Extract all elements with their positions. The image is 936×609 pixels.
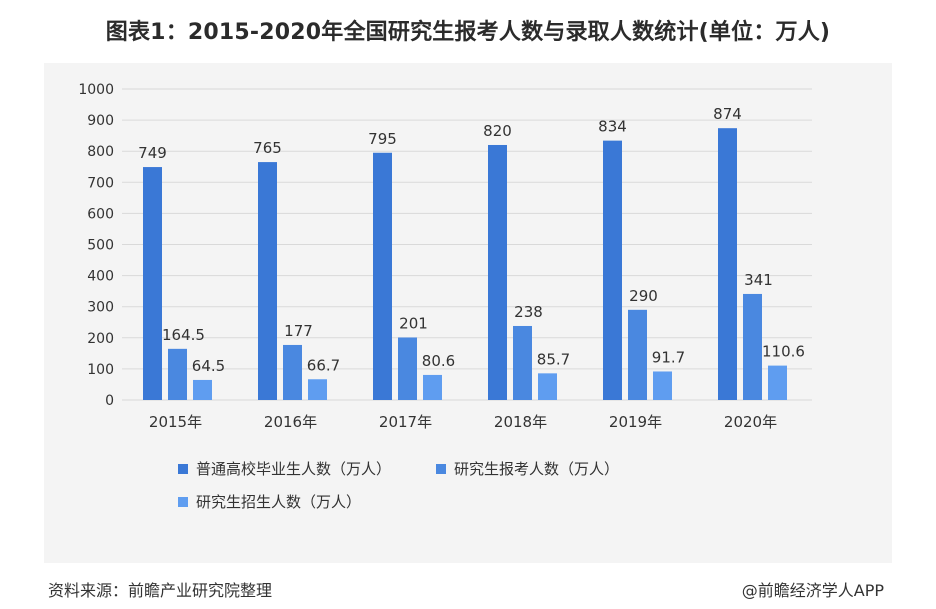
x-tick-label: 2016年 bbox=[264, 413, 317, 431]
x-tick-label: 2017年 bbox=[379, 413, 432, 431]
data-label: 164.5 bbox=[162, 326, 205, 344]
bar bbox=[743, 293, 762, 400]
data-label: 765 bbox=[253, 139, 282, 157]
bar bbox=[423, 374, 442, 400]
bar bbox=[308, 379, 327, 400]
data-label: 201 bbox=[399, 314, 428, 332]
bar bbox=[373, 152, 392, 400]
data-label: 795 bbox=[368, 130, 397, 148]
data-label: 66.7 bbox=[307, 356, 340, 374]
bar bbox=[168, 348, 187, 400]
bar bbox=[768, 365, 787, 400]
bar bbox=[628, 309, 647, 400]
credit-note: @前瞻经济学人APP bbox=[741, 581, 884, 600]
data-label: 341 bbox=[744, 271, 773, 289]
y-tick-label: 300 bbox=[87, 300, 114, 316]
bar bbox=[513, 325, 532, 400]
bar-chart: 0 100 200 300 400 500 600 700 800 900 1000 749 164.5… bbox=[78, 82, 812, 431]
y-tick-label: 900 bbox=[87, 113, 114, 129]
bar bbox=[718, 128, 737, 400]
data-label: 290 bbox=[629, 287, 658, 305]
y-tick-label: 800 bbox=[87, 144, 114, 160]
data-label: 110.6 bbox=[762, 343, 805, 361]
legend-label-enrolled: 研究生招生人数（万人） bbox=[196, 493, 362, 511]
legend-item-applicants: 研究生报考人数（万人） bbox=[436, 458, 619, 479]
y-tick-label: 100 bbox=[87, 362, 114, 378]
bar bbox=[193, 379, 212, 400]
bar bbox=[488, 144, 507, 400]
data-label: 238 bbox=[514, 303, 543, 321]
legend-label-graduates: 普通高校毕业生人数（万人） bbox=[196, 460, 392, 478]
data-label: 749 bbox=[138, 144, 167, 162]
data-label: 80.6 bbox=[422, 352, 455, 370]
bar bbox=[258, 162, 277, 400]
legend-swatch-enrolled bbox=[178, 496, 188, 507]
y-tick-label: 400 bbox=[87, 269, 114, 285]
bar bbox=[398, 337, 417, 400]
data-label: 834 bbox=[598, 118, 627, 136]
y-tick-label: 600 bbox=[87, 206, 114, 222]
legend-item-graduates: 普通高校毕业生人数（万人） bbox=[178, 458, 391, 479]
data-label: 91.7 bbox=[652, 348, 685, 366]
x-tick-label: 2018年 bbox=[494, 413, 547, 431]
data-label: 64.5 bbox=[192, 357, 225, 375]
y-tick-label: 1000 bbox=[78, 82, 114, 98]
y-tick-label: 700 bbox=[87, 175, 114, 191]
x-tick-label: 2015年 bbox=[149, 413, 202, 431]
legend-swatch-applicants bbox=[436, 463, 446, 474]
chart-title: 图表1：2015-2020年全国研究生报考人数与录取人数统计(单位：万人) bbox=[105, 20, 831, 45]
bar bbox=[653, 371, 672, 400]
y-tick-label: 200 bbox=[87, 331, 114, 347]
bar bbox=[538, 373, 557, 400]
x-tick-label: 2019年 bbox=[609, 413, 662, 431]
source-note: 资料来源：前瞻产业研究院整理 bbox=[48, 581, 273, 600]
legend-swatch-graduates bbox=[178, 463, 188, 474]
data-label: 85.7 bbox=[537, 350, 570, 368]
bar bbox=[603, 140, 622, 400]
y-tick-label: 0 bbox=[105, 393, 114, 409]
data-label: 177 bbox=[284, 322, 313, 340]
x-tick-label: 2020年 bbox=[724, 413, 777, 431]
data-label: 874 bbox=[713, 105, 742, 123]
bar bbox=[143, 167, 162, 400]
legend-item-enrolled: 研究生招生人数（万人） bbox=[178, 491, 361, 512]
legend-label-applicants: 研究生报考人数（万人） bbox=[454, 460, 620, 478]
chart-plot: 0 100 200 300 400 500 600 700 800 900 1000 749 164.5… bbox=[44, 63, 892, 563]
bar bbox=[283, 344, 302, 400]
data-label: 820 bbox=[483, 122, 512, 140]
y-tick-label: 500 bbox=[87, 238, 114, 254]
